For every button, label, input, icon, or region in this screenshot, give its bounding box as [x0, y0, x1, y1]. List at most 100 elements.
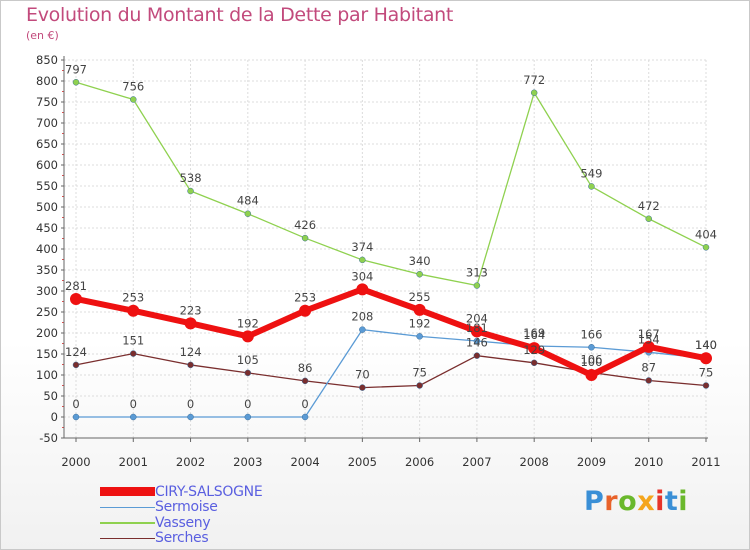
point-sermoise: [301, 413, 309, 421]
y-tick-label: 700: [36, 116, 58, 130]
data-label: 208: [351, 310, 373, 324]
data-label: 253: [294, 291, 316, 305]
data-label: 192: [237, 316, 259, 330]
point-sermoise: [130, 413, 137, 421]
data-label: 253: [122, 291, 144, 305]
chart-subtitle: (en €): [26, 29, 59, 42]
legend-swatch: [100, 537, 155, 539]
point-sermoise: [72, 413, 80, 421]
point-sermoise: [359, 326, 366, 333]
data-label: 0: [187, 397, 194, 411]
point-ciry-salsogne: [299, 304, 312, 317]
legend-label: Serches: [155, 530, 209, 547]
point-vasseny: [244, 210, 252, 217]
y-tick-label: -50: [39, 431, 58, 445]
legend-item: Vasseny: [100, 515, 262, 531]
legend-item: Sermoise: [100, 499, 262, 516]
point-ciry-salsogne: [356, 283, 369, 296]
data-label: 340: [409, 254, 431, 268]
point-serches: [301, 377, 309, 385]
point-serches: [244, 369, 252, 377]
data-label: 0: [301, 397, 308, 411]
x-tick-label: 2004: [290, 455, 319, 469]
y-tick-label: 500: [36, 200, 58, 214]
y-tick-label: 200: [36, 326, 58, 340]
logo-letter: i: [655, 486, 665, 517]
point-serches: [530, 359, 538, 367]
data-label: 192: [409, 316, 431, 330]
data-label: 166: [580, 327, 602, 341]
data-label: 472: [638, 199, 660, 213]
point-ciry-salsogne: [528, 342, 541, 355]
y-tick-label: 850: [36, 53, 58, 67]
point-vasseny: [301, 234, 309, 242]
point-ciry-salsogne: [642, 340, 655, 353]
chart-title: Evolution du Montant de la Dette par Hab…: [26, 4, 454, 26]
data-label: 0: [130, 397, 137, 411]
point-vasseny: [473, 282, 481, 289]
y-tick-label: 550: [36, 179, 58, 193]
data-label: 281: [65, 279, 87, 293]
legend-swatch: [100, 506, 155, 508]
data-label: 75: [699, 366, 714, 380]
logo-letter: x: [637, 486, 656, 517]
point-serches: [702, 382, 710, 389]
point-serches: [72, 361, 80, 369]
logo-letter: P: [584, 486, 605, 517]
data-label: 313: [466, 266, 488, 280]
chart-legend: CIRY-SALSOGNE Sermoise Vasseny Serches: [100, 483, 263, 547]
data-label: 538: [180, 171, 202, 185]
x-tick-label: 2002: [176, 455, 205, 469]
y-tick-label: 400: [36, 242, 58, 256]
logo-letter: o: [618, 486, 638, 517]
point-ciry-salsogne: [70, 292, 82, 305]
point-vasseny: [72, 79, 80, 86]
point-serches: [130, 350, 137, 357]
data-label: 86: [298, 361, 313, 375]
y-tick-label: 600: [36, 158, 58, 172]
data-label: 223: [180, 303, 202, 317]
point-serches: [416, 382, 423, 389]
data-label: 140: [695, 338, 717, 352]
point-ciry-salsogne: [585, 369, 598, 381]
legend-label: Vasseny: [155, 514, 211, 531]
x-tick-label: 2001: [119, 455, 148, 469]
point-vasseny: [416, 270, 423, 278]
y-tick-label: 50: [43, 389, 58, 403]
point-sermoise: [187, 413, 194, 421]
y-tick-label: 300: [36, 284, 58, 298]
point-vasseny: [645, 215, 652, 223]
point-sermoise: [416, 333, 423, 340]
legend-label: Sermoise: [155, 499, 218, 516]
x-tick-label: 2003: [233, 455, 262, 469]
point-ciry-salsogne: [413, 303, 426, 316]
x-tick-label: 2006: [405, 455, 434, 469]
point-ciry-salsogne: [127, 304, 140, 317]
logo-letter: i: [678, 486, 689, 517]
data-label: 304: [351, 269, 373, 283]
logo-letter: r: [604, 486, 619, 517]
legend-item: Serches: [100, 530, 262, 547]
logo-letter: t: [664, 486, 679, 517]
point-sermoise: [473, 337, 481, 345]
data-label: 106: [580, 352, 602, 366]
point-ciry-salsogne: [241, 330, 254, 343]
legend-item: CIRY-SALSOGNE: [100, 483, 263, 500]
y-tick-label: 250: [36, 305, 58, 319]
point-ciry-salsogne: [184, 317, 197, 330]
series-line: [75, 352, 707, 389]
legend-label: CIRY-SALSOGNE: [155, 483, 263, 500]
data-label: 255: [409, 290, 431, 304]
data-label: 124: [65, 345, 87, 359]
data-label: 756: [122, 79, 144, 93]
series-line: [75, 286, 707, 378]
data-label: 549: [580, 166, 602, 180]
y-tick-label: 750: [36, 95, 58, 109]
point-serches: [645, 377, 652, 384]
data-label: 75: [412, 366, 427, 380]
point-ciry-salsogne: [700, 352, 712, 365]
point-sermoise: [588, 344, 595, 351]
point-vasseny: [187, 187, 194, 195]
